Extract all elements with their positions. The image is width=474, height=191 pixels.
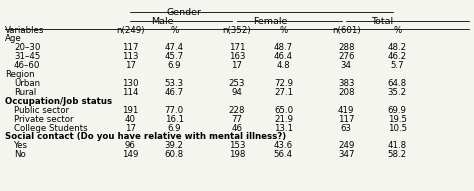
Text: 130: 130 bbox=[122, 79, 138, 88]
Text: n(352): n(352) bbox=[223, 26, 251, 35]
Text: 20–30: 20–30 bbox=[14, 43, 40, 52]
Text: Gender: Gender bbox=[166, 7, 201, 17]
Text: n(601): n(601) bbox=[332, 26, 360, 35]
Text: 6.9: 6.9 bbox=[167, 61, 181, 70]
Text: 96: 96 bbox=[125, 141, 136, 150]
Text: 13.1: 13.1 bbox=[274, 124, 293, 133]
Text: 31–45: 31–45 bbox=[14, 52, 40, 61]
Text: Private sector: Private sector bbox=[14, 115, 73, 124]
Text: Female: Female bbox=[254, 17, 288, 26]
Text: College Students: College Students bbox=[14, 124, 88, 133]
Text: 53.3: 53.3 bbox=[165, 79, 184, 88]
Text: 17: 17 bbox=[125, 124, 136, 133]
Text: 46.7: 46.7 bbox=[165, 88, 184, 97]
Text: 198: 198 bbox=[229, 150, 245, 159]
Text: 45.7: 45.7 bbox=[165, 52, 184, 61]
Text: No: No bbox=[14, 150, 26, 159]
Text: 58.2: 58.2 bbox=[388, 150, 407, 159]
Text: Yes: Yes bbox=[14, 141, 28, 150]
Text: 43.6: 43.6 bbox=[274, 141, 293, 150]
Text: 5.7: 5.7 bbox=[391, 61, 404, 70]
Text: 163: 163 bbox=[229, 52, 245, 61]
Text: Age: Age bbox=[5, 34, 21, 43]
Text: 17: 17 bbox=[231, 61, 243, 70]
Text: 117: 117 bbox=[122, 43, 138, 52]
Text: 35.2: 35.2 bbox=[388, 88, 407, 97]
Text: 276: 276 bbox=[338, 52, 355, 61]
Text: 46: 46 bbox=[231, 124, 243, 133]
Text: 149: 149 bbox=[122, 150, 138, 159]
Text: Occupation/Job status: Occupation/Job status bbox=[5, 97, 112, 106]
Text: 46–60: 46–60 bbox=[14, 61, 40, 70]
Text: 19.5: 19.5 bbox=[388, 115, 407, 124]
Text: 288: 288 bbox=[338, 43, 355, 52]
Text: 46.4: 46.4 bbox=[274, 52, 293, 61]
Text: 69.9: 69.9 bbox=[388, 106, 407, 115]
Text: 16.1: 16.1 bbox=[165, 115, 184, 124]
Text: 40: 40 bbox=[125, 115, 136, 124]
Text: Region: Region bbox=[5, 70, 34, 79]
Text: 419: 419 bbox=[338, 106, 355, 115]
Text: 6.9: 6.9 bbox=[167, 124, 181, 133]
Text: Rural: Rural bbox=[14, 88, 36, 97]
Text: 27.1: 27.1 bbox=[274, 88, 293, 97]
Text: %: % bbox=[170, 26, 178, 35]
Text: Public sector: Public sector bbox=[14, 106, 69, 115]
Text: Male: Male bbox=[151, 17, 174, 26]
Text: 249: 249 bbox=[338, 141, 355, 150]
Text: 117: 117 bbox=[338, 115, 355, 124]
Text: 228: 228 bbox=[229, 106, 245, 115]
Text: 64.8: 64.8 bbox=[388, 79, 407, 88]
Text: 63: 63 bbox=[341, 124, 352, 133]
Text: 113: 113 bbox=[122, 52, 138, 61]
Text: 94: 94 bbox=[232, 88, 242, 97]
Text: 153: 153 bbox=[229, 141, 245, 150]
Text: Social contact (Do you have relative with mental illness?): Social contact (Do you have relative wit… bbox=[5, 132, 286, 141]
Text: 48.7: 48.7 bbox=[274, 43, 293, 52]
Text: 191: 191 bbox=[122, 106, 138, 115]
Text: 171: 171 bbox=[229, 43, 245, 52]
Text: 46.2: 46.2 bbox=[388, 52, 407, 61]
Text: 253: 253 bbox=[229, 79, 245, 88]
Text: Total: Total bbox=[371, 17, 393, 26]
Text: n(249): n(249) bbox=[116, 26, 145, 35]
Text: %: % bbox=[279, 26, 288, 35]
Text: 72.9: 72.9 bbox=[274, 79, 293, 88]
Text: 65.0: 65.0 bbox=[274, 106, 293, 115]
Text: 4.8: 4.8 bbox=[277, 61, 290, 70]
Text: 114: 114 bbox=[122, 88, 138, 97]
Text: 47.4: 47.4 bbox=[165, 43, 184, 52]
Text: 48.2: 48.2 bbox=[388, 43, 407, 52]
Text: %: % bbox=[393, 26, 401, 35]
Text: Variables: Variables bbox=[5, 26, 44, 35]
Text: 34: 34 bbox=[341, 61, 352, 70]
Text: 41.8: 41.8 bbox=[388, 141, 407, 150]
Text: 10.5: 10.5 bbox=[388, 124, 407, 133]
Text: 56.4: 56.4 bbox=[274, 150, 293, 159]
Text: 39.2: 39.2 bbox=[165, 141, 184, 150]
Text: 77.0: 77.0 bbox=[165, 106, 184, 115]
Text: 21.9: 21.9 bbox=[274, 115, 293, 124]
Text: 383: 383 bbox=[338, 79, 355, 88]
Text: 347: 347 bbox=[338, 150, 355, 159]
Text: Urban: Urban bbox=[14, 79, 40, 88]
Text: 208: 208 bbox=[338, 88, 355, 97]
Text: 60.8: 60.8 bbox=[165, 150, 184, 159]
Text: 77: 77 bbox=[231, 115, 243, 124]
Text: 17: 17 bbox=[125, 61, 136, 70]
